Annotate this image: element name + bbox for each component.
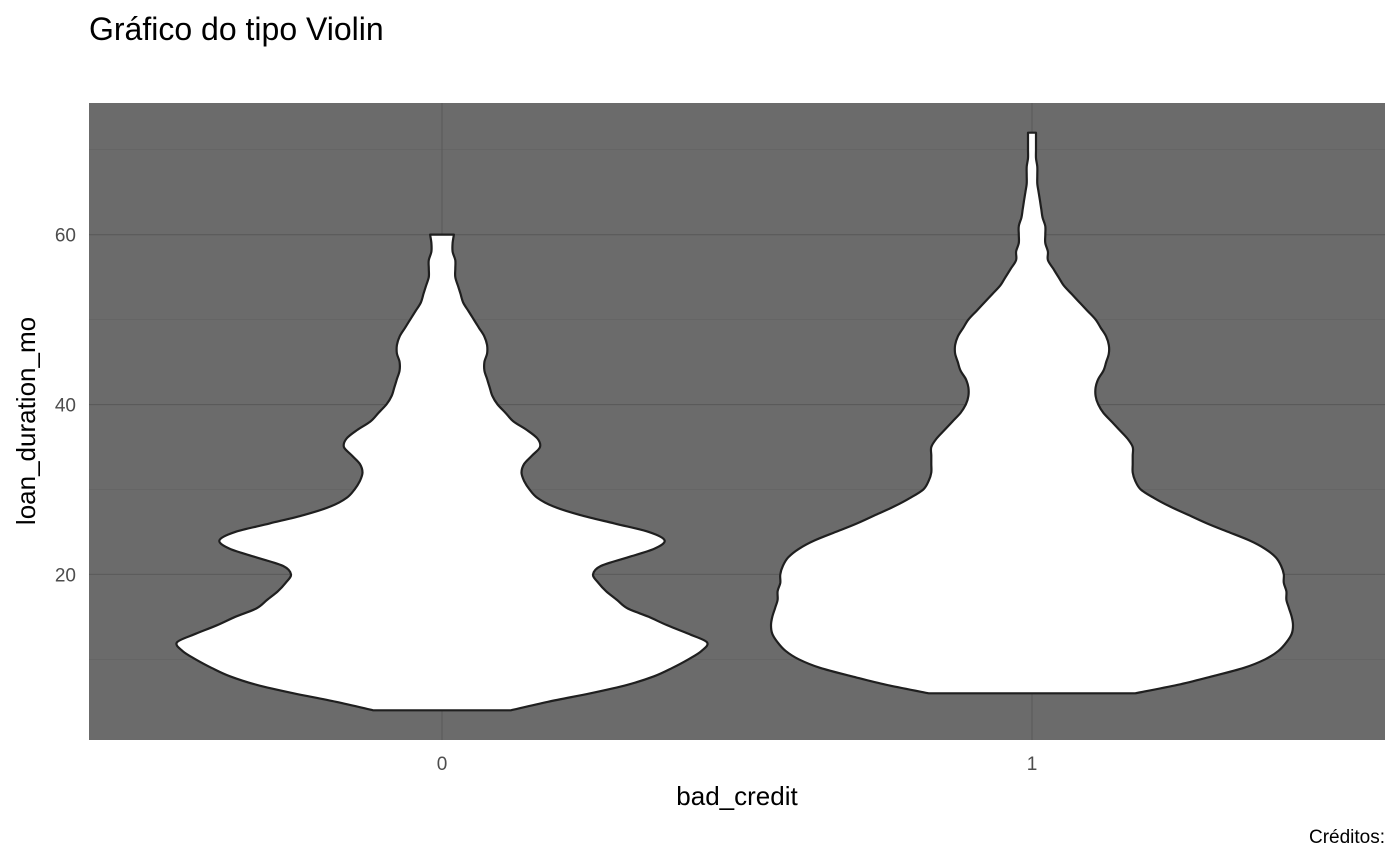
x-tick-label: 1 — [1027, 754, 1038, 775]
violin-1 — [769, 131, 1295, 695]
violins — [175, 131, 1295, 712]
x-tick-label: 0 — [437, 754, 448, 775]
x-axis-title: bad_credit — [676, 781, 798, 811]
y-tick-label: 60 — [55, 226, 76, 247]
violin-0 — [175, 233, 709, 712]
caption: Créditos: — [1309, 827, 1385, 848]
y-tick-label: 40 — [55, 396, 76, 417]
y-axis-ticks: 20 40 60 — [55, 226, 76, 587]
chart-title: Gráfico do tipo Violin — [89, 11, 384, 47]
y-axis-title: loan_duration_mo — [11, 317, 41, 525]
y-tick-label: 20 — [55, 565, 76, 586]
